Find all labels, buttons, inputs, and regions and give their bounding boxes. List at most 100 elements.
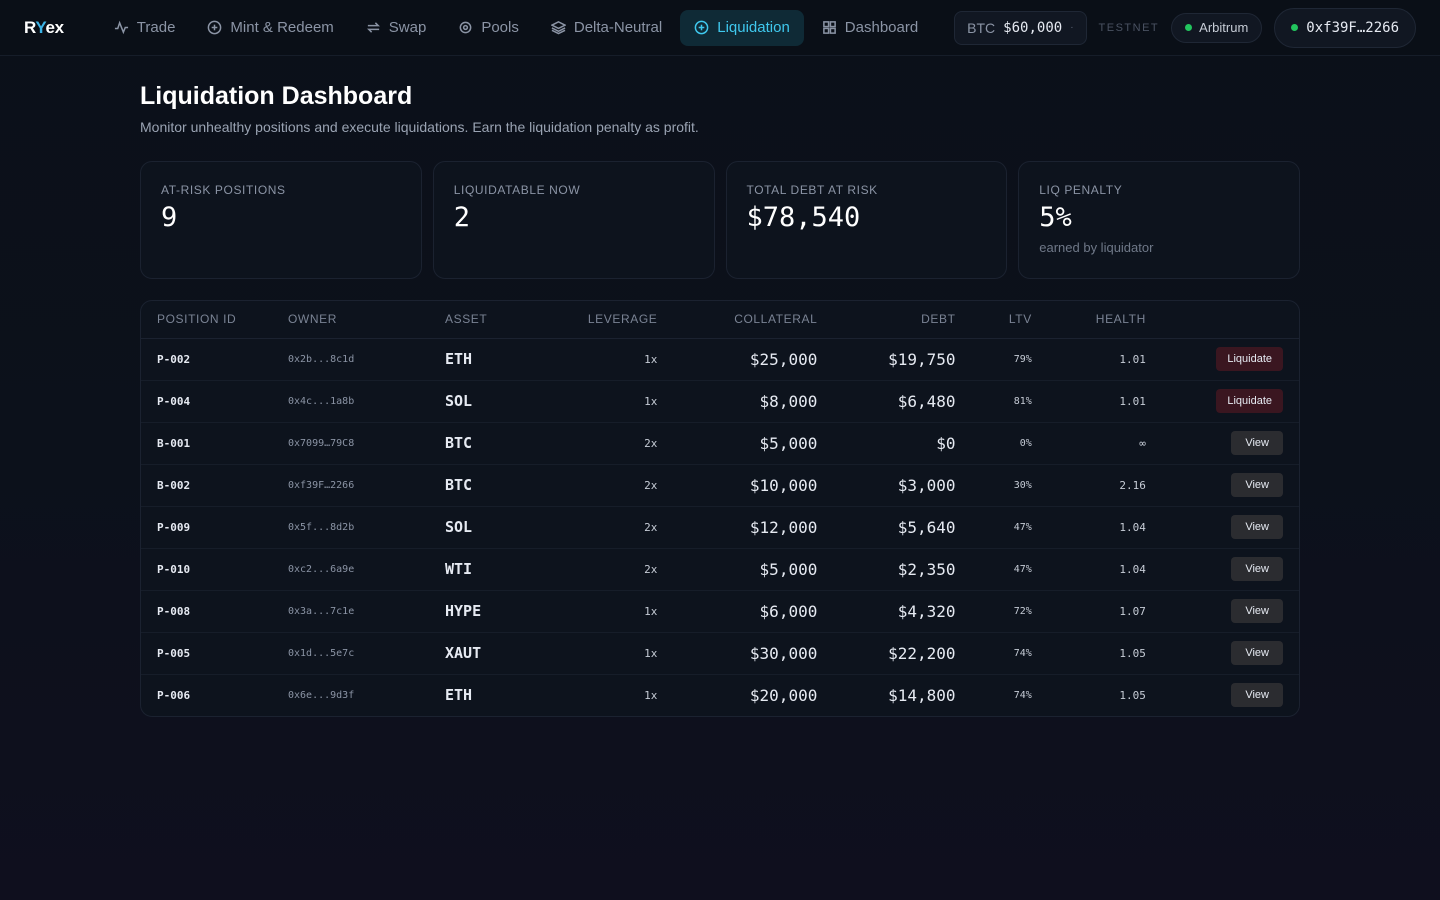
stat-card-liq-penalty: LIQ PENALTY 5% earned by liquidator: [1018, 161, 1300, 279]
debt-value: $14,800: [888, 685, 956, 705]
view-button[interactable]: View: [1231, 473, 1283, 497]
activity-icon: [114, 20, 128, 35]
liquidate-button[interactable]: Liquidate: [1216, 347, 1283, 371]
status-dot-icon: [1185, 24, 1193, 31]
price-value: $60,000: [1003, 19, 1063, 36]
health-value: 1.05: [1119, 688, 1146, 702]
table-row: P-009 0x5f...8d2b SOL 2x $12,000 $5,640 47% 1.0…: [141, 506, 1299, 549]
plus-circle-icon: [208, 20, 222, 35]
table-row: P-004 0x4c...1a8b SOL 1x $8,000 $6,480 81% 1.01…: [141, 380, 1299, 423]
network-selector[interactable]: Arbitrum: [1171, 12, 1263, 43]
ltv-value: 74%: [971, 632, 1048, 675]
nav-item-label: Mint & Redeem: [230, 19, 334, 36]
owner-address: 0x2b...8c1d: [272, 338, 429, 381]
nav-item-liquidation[interactable]: Liquidation: [680, 9, 804, 46]
debt-value: $22,200: [833, 632, 972, 675]
wallet-address: 0xf39F…2266: [1306, 19, 1399, 36]
table-row: P-006 0x6e...9d3f ETH 1x $20,000 $14,800 74% 1.…: [141, 674, 1299, 716]
leverage-value: 1x: [532, 338, 674, 381]
action-cell: Liquidate: [1161, 338, 1299, 381]
asset-symbol: SOL: [429, 380, 533, 423]
owner-address: 0x1d...5e7c: [272, 632, 429, 675]
action-cell: Liquidate: [1161, 380, 1299, 423]
page-subtitle: Monitor unhealthy positions and execute …: [140, 119, 699, 135]
nav-item-mint-redeem[interactable]: Mint & Redeem: [193, 10, 347, 46]
position-id: P-005: [141, 632, 272, 675]
position-id: P-004: [141, 380, 272, 423]
leverage-value: 2x: [532, 548, 674, 591]
view-button[interactable]: View: [1231, 683, 1283, 708]
stat-label: LIQUIDATABLE NOW: [453, 183, 581, 197]
logo-letter-r: R: [24, 17, 36, 37]
owner-address: 0x4c...1a8b: [272, 380, 429, 423]
nav-item-label: Pools: [481, 19, 519, 36]
action-cell: View: [1161, 548, 1299, 591]
collateral-value: $25,000: [673, 338, 834, 381]
price-ticker[interactable]: BTC $60,000 ·: [954, 10, 1087, 45]
position-id: P-002: [141, 338, 272, 381]
stat-value: 5%: [1039, 202, 1072, 233]
col-position-id: POSITION ID: [141, 301, 272, 339]
collateral-value: $8,000: [673, 380, 834, 423]
stat-label: LIQ PENALTY: [1039, 183, 1123, 197]
col-debt: DEBT: [833, 301, 972, 339]
positions-table-card: POSITION ID OWNER ASSET LEVERAGE COLLATE…: [140, 300, 1300, 717]
table-row: B-001 0x7099…79C8 BTC 2x $5,000 $0 0% ∞ View: [141, 422, 1299, 465]
view-button[interactable]: View: [1231, 557, 1283, 581]
leverage-value: 1x: [532, 380, 674, 423]
status-dot-icon: [1291, 24, 1299, 31]
stat-card-liquidatable: LIQUIDATABLE NOW 2: [432, 161, 715, 279]
col-action: [1161, 301, 1299, 339]
nav-item-label: Swap: [388, 19, 427, 36]
view-button[interactable]: View: [1231, 515, 1283, 539]
nav-item-swap[interactable]: Swap: [352, 10, 441, 46]
health-value: 1.04: [1047, 548, 1162, 591]
brand-logo[interactable]: RYex: [24, 18, 64, 38]
debt-value: $19,750: [833, 338, 972, 381]
network-name: Arbitrum: [1199, 20, 1249, 35]
owner-address: 0x7099…79C8: [272, 422, 429, 465]
view-button[interactable]: View: [1231, 599, 1283, 623]
ltv-value: 47%: [971, 548, 1048, 591]
nav-item-pools[interactable]: Pools: [444, 10, 533, 46]
action-cell: View: [1161, 464, 1299, 507]
asset-symbol: XAUT: [429, 632, 533, 675]
asset-symbol: BTC: [429, 464, 533, 507]
nav-item-delta-neutral[interactable]: Delta-Neutral: [537, 10, 676, 46]
target-icon: [459, 21, 472, 34]
col-leverage: LEVERAGE: [532, 301, 674, 339]
collateral-value: $5,000: [673, 422, 834, 465]
layers-icon: [550, 21, 566, 35]
asset-symbol: ETH: [429, 338, 533, 381]
ltv-value: 30%: [971, 464, 1048, 507]
ltv-value: 81%: [971, 380, 1048, 423]
table-row: P-008 0x3a...7c1e HYPE 1x $6,000 $4,320 72% 1.0…: [141, 590, 1299, 633]
debt-value: $6,480: [833, 380, 972, 423]
nav-item-dashboard[interactable]: Dashboard: [808, 10, 932, 46]
position-id: P-008: [141, 590, 272, 633]
health-value: 1.05: [1047, 632, 1162, 675]
ltv-value: 72%: [971, 590, 1048, 633]
stat-value: 9: [161, 202, 178, 233]
view-button[interactable]: View: [1231, 431, 1283, 455]
col-health: HEALTH: [1047, 301, 1162, 339]
health-value: ∞: [1047, 422, 1162, 465]
view-button[interactable]: View: [1231, 641, 1283, 665]
leverage-value: 1x: [532, 590, 674, 633]
table-row: P-010 0xc2...6a9e WTI 2x $5,000 $2,350 47% 1.04…: [141, 548, 1299, 591]
nav-item-trade[interactable]: Trade: [100, 10, 190, 46]
stat-label: TOTAL DEBT AT RISK: [746, 183, 878, 197]
main-content: Liquidation Dashboard Monitor unhealthy …: [0, 56, 1440, 717]
liquidate-button[interactable]: Liquidate: [1216, 389, 1283, 413]
asset-symbol: HYPE: [429, 590, 533, 633]
ltv-value: 74%: [1013, 689, 1032, 701]
leverage-value: 1x: [644, 688, 658, 702]
wallet-button[interactable]: 0xf39F…2266: [1274, 7, 1416, 48]
main-nav: Trade Mint & Redeem Swap Pools Delta-Neu…: [100, 9, 932, 46]
ltv-value: 47%: [971, 506, 1048, 549]
health-value: 1.04: [1047, 506, 1162, 549]
stat-value: 2: [453, 202, 471, 233]
stat-card-at-risk: AT-RISK POSITIONS 9: [140, 161, 422, 279]
col-asset: ASSET: [429, 301, 533, 339]
position-id: B-002: [141, 464, 272, 507]
